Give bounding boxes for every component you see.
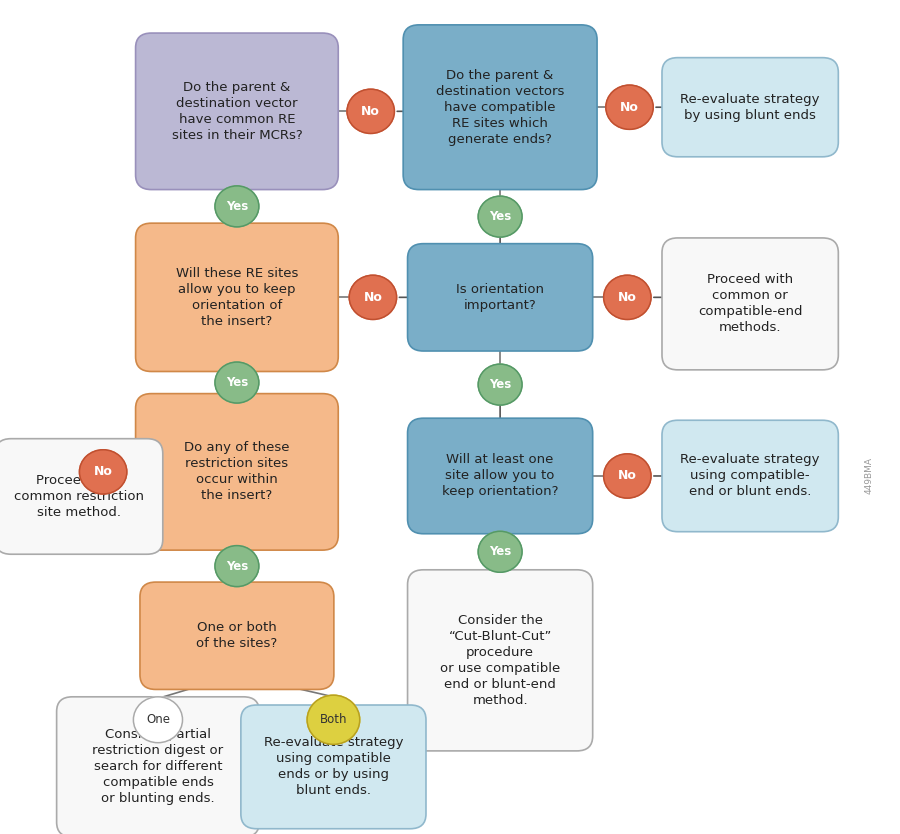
Text: Consider the
“Cut-Blunt-Cut”
procedure
or use compatible
end or blunt-end
method: Consider the “Cut-Blunt-Cut” procedure o… (440, 614, 560, 707)
Text: Proceed with
common or
compatible-end
methods.: Proceed with common or compatible-end me… (698, 274, 803, 334)
Circle shape (478, 364, 522, 405)
Circle shape (349, 275, 397, 319)
Circle shape (604, 454, 651, 498)
Text: No: No (618, 470, 637, 483)
Circle shape (478, 196, 522, 237)
Text: 449BMA: 449BMA (864, 458, 873, 495)
FancyBboxPatch shape (241, 705, 426, 829)
Text: Consider partial
restriction digest or
search for different
compatible ends
or b: Consider partial restriction digest or s… (93, 728, 223, 806)
FancyBboxPatch shape (136, 224, 338, 371)
Circle shape (307, 696, 360, 744)
Circle shape (215, 362, 259, 403)
FancyBboxPatch shape (136, 33, 338, 189)
Text: Do the parent &
destination vector
have common RE
sites in their MCRs?: Do the parent & destination vector have … (172, 81, 302, 142)
Text: No: No (618, 291, 637, 304)
FancyBboxPatch shape (662, 420, 838, 532)
Text: Yes: Yes (226, 560, 248, 573)
Text: No: No (94, 465, 112, 479)
Circle shape (133, 697, 183, 743)
Text: Re-evaluate strategy
by using blunt ends: Re-evaluate strategy by using blunt ends (680, 93, 820, 122)
Text: Yes: Yes (226, 376, 248, 389)
Text: Both: Both (320, 713, 347, 726)
Text: Yes: Yes (226, 200, 248, 213)
FancyBboxPatch shape (408, 418, 593, 534)
Text: No: No (361, 105, 380, 118)
FancyBboxPatch shape (0, 439, 163, 555)
Text: Will at least one
site allow you to
keep orientation?: Will at least one site allow you to keep… (442, 454, 558, 499)
FancyBboxPatch shape (408, 244, 593, 351)
FancyBboxPatch shape (408, 570, 593, 751)
Text: Yes: Yes (489, 545, 511, 558)
FancyBboxPatch shape (136, 394, 338, 550)
FancyBboxPatch shape (140, 582, 334, 690)
Circle shape (478, 531, 522, 572)
Circle shape (215, 545, 259, 586)
FancyBboxPatch shape (662, 58, 838, 157)
Text: One or both
of the sites?: One or both of the sites? (196, 621, 277, 651)
Text: No: No (364, 291, 382, 304)
Text: No: No (620, 101, 639, 113)
Text: Will these RE sites
allow you to keep
orientation of
the insert?: Will these RE sites allow you to keep or… (176, 267, 298, 328)
Circle shape (215, 186, 259, 227)
Text: Proceed with
common restriction
site method.: Proceed with common restriction site met… (14, 474, 144, 519)
Text: Is orientation
important?: Is orientation important? (456, 283, 544, 312)
Circle shape (79, 450, 127, 494)
FancyBboxPatch shape (57, 697, 259, 834)
FancyBboxPatch shape (662, 238, 838, 369)
Text: Re-evaluate strategy
using compatible
ends or by using
blunt ends.: Re-evaluate strategy using compatible en… (264, 736, 403, 797)
Text: Yes: Yes (489, 210, 511, 224)
Text: Do the parent &
destination vectors
have compatible
RE sites which
generate ends: Do the parent & destination vectors have… (436, 68, 564, 146)
Circle shape (606, 85, 653, 129)
FancyBboxPatch shape (403, 25, 597, 189)
Circle shape (604, 275, 651, 319)
Circle shape (347, 89, 394, 133)
Text: Do any of these
restriction sites
occur within
the insert?: Do any of these restriction sites occur … (184, 441, 290, 502)
Text: Yes: Yes (489, 378, 511, 391)
Text: One: One (146, 713, 170, 726)
Text: Re-evaluate strategy
using compatible-
end or blunt ends.: Re-evaluate strategy using compatible- e… (680, 454, 820, 499)
